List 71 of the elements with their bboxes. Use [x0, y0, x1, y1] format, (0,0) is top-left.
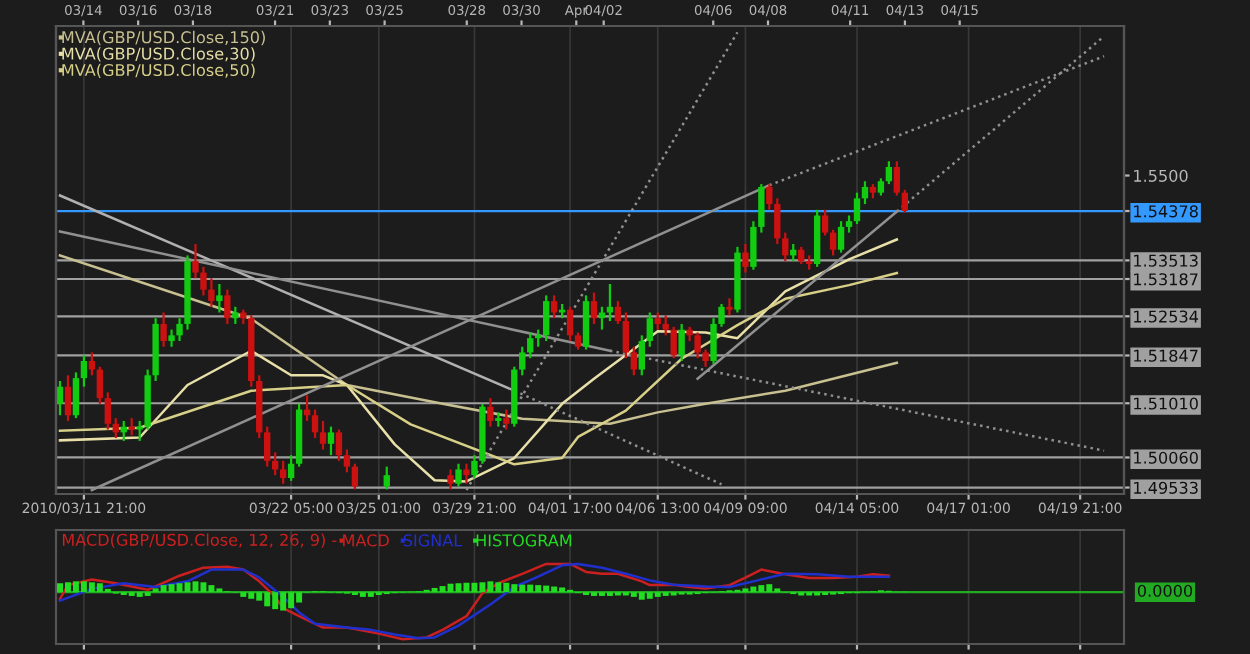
legend-label: MVA(GBP/USD.Close,50): [62, 63, 255, 78]
candlestick: [606, 282, 614, 323]
candlestick: [319, 419, 327, 451]
candlestick: [56, 379, 64, 417]
legend-label: MVA(GBP/USD.Close,150): [62, 30, 265, 46]
candlestick: [550, 294, 558, 320]
candlestick: [853, 191, 861, 226]
candlestick: [566, 305, 574, 343]
candlestick: [582, 294, 590, 351]
candlestick: [383, 465, 390, 491]
candlestick: [64, 374, 72, 423]
candlestick: [104, 391, 111, 431]
y-tick-label: 1.54378: [1134, 205, 1198, 218]
y-tick-label: 1.53513: [1134, 254, 1198, 267]
candlestick: [88, 351, 96, 377]
candlestick: [287, 454, 295, 482]
candlestick: [351, 462, 359, 491]
candlestick: [646, 311, 653, 348]
candlestick: [829, 228, 837, 257]
line-series: [58, 254, 899, 426]
y-tick-label: 1.53187: [1134, 273, 1198, 286]
candlestick: [216, 282, 223, 314]
candlestick: [80, 354, 88, 388]
candlestick: [343, 448, 351, 474]
y-tick-label: 1.49533: [1134, 481, 1198, 494]
candlestick: [279, 459, 287, 485]
legend-label: MVA(GBP/USD.Close,30): [62, 47, 255, 62]
candlestick: [264, 425, 271, 468]
candlestick: [742, 242, 749, 274]
y-tick-label: 1.5500: [1134, 169, 1188, 182]
candlestick: [463, 462, 470, 485]
candlestick: [311, 408, 319, 440]
y-tick-label: 1.51847: [1134, 349, 1198, 362]
candlestick: [527, 331, 534, 360]
candlestick: [72, 371, 80, 420]
candlestick: [622, 311, 630, 360]
candlestick: [821, 208, 829, 237]
legend-label: MACD: [343, 534, 389, 547]
chart-title: MACD(GBP/USD.Close, 12, 26, 9) -: [62, 533, 337, 548]
candlestick: [694, 331, 701, 360]
candlestick: [224, 288, 231, 326]
candlestick: [160, 311, 167, 348]
candlestick: [901, 188, 909, 214]
candlestick: [503, 408, 510, 431]
y-tick-label: 1.50060: [1134, 451, 1198, 464]
candlestick: [630, 345, 638, 377]
candlestick: [590, 291, 598, 326]
candlestick: [782, 231, 789, 263]
candlestick: [893, 160, 901, 197]
candlestick: [447, 468, 454, 491]
candlestick: [861, 180, 869, 206]
candlestick: [726, 297, 733, 317]
candlestick: [327, 425, 335, 457]
candlestick: [678, 322, 685, 363]
candlestick: [638, 334, 645, 377]
candlestick: [614, 299, 622, 326]
candlestick: [335, 428, 343, 463]
candlestick: [96, 365, 104, 405]
line-series: [58, 238, 899, 483]
y-tick-label: 1.51010: [1134, 397, 1198, 410]
line-series: [58, 271, 899, 466]
candlestick: [542, 294, 550, 343]
legend-label: HISTOGRAM: [476, 534, 572, 547]
candlestick: [487, 397, 494, 428]
candlestick: [519, 345, 526, 377]
ref-line-label: 0.0000: [1137, 584, 1193, 597]
legend-label: SIGNAL: [403, 534, 463, 547]
candlestick: [455, 462, 462, 488]
y-tick-label: 1.52534: [1134, 310, 1199, 323]
candlestick: [885, 160, 893, 186]
candlestick: [837, 220, 845, 254]
